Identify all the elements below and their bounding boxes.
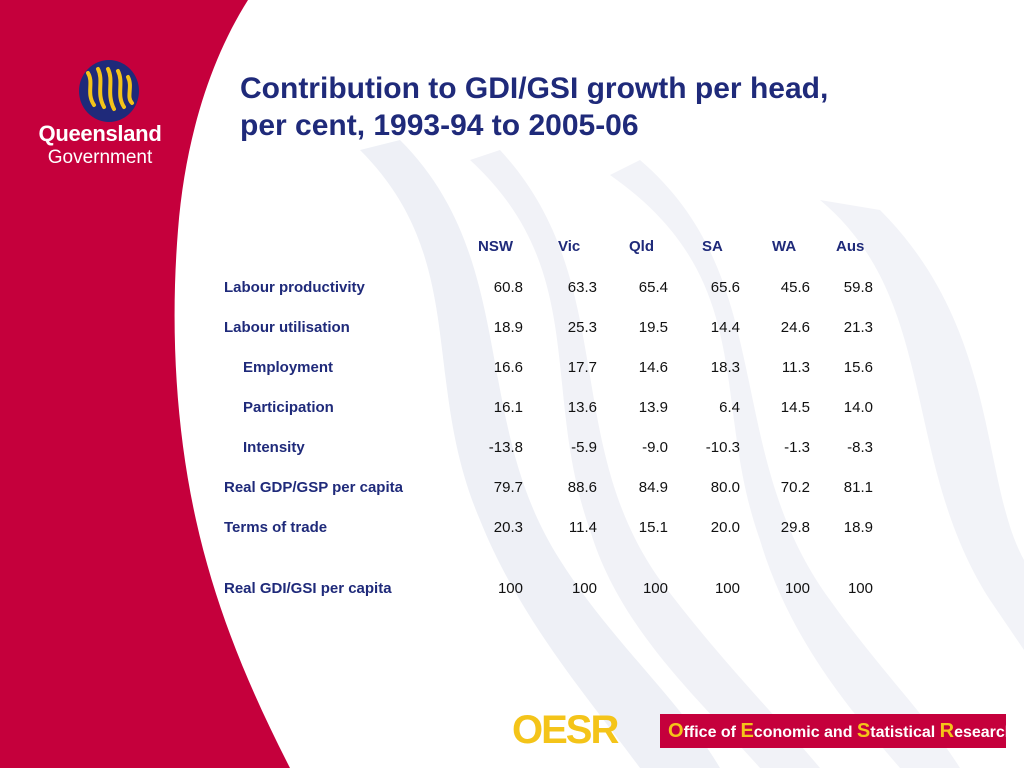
table-cell: 13.9 [638, 399, 668, 416]
table-cell: 18.3 [710, 359, 740, 376]
table-cell: 18.9 [843, 519, 873, 536]
table-cell: 15.6 [843, 359, 873, 376]
table-cell: 15.1 [638, 519, 668, 536]
oesr-full-name: Office of Economic and Statistical Resea… [668, 720, 1015, 743]
queensland-government-logo: Queensland Government [30, 55, 170, 175]
red-swoosh [0, 0, 290, 768]
table-cell: 11.4 [568, 519, 597, 536]
table-cell: 25.3 [567, 319, 597, 336]
table-cell: -1.3 [784, 439, 810, 456]
row-label: Intensity [243, 439, 305, 456]
queensland-emblem-icon [79, 60, 139, 122]
table-cell: -5.9 [571, 439, 597, 456]
table-cell: 100 [847, 580, 873, 597]
oesr-letter: O [668, 720, 684, 742]
oesr-footer-logo: OESR Office of Economic and Statistical … [508, 708, 1015, 752]
table-cell: 100 [642, 580, 668, 597]
table-cell: 14.4 [710, 319, 740, 336]
table-cell: 59.8 [843, 279, 873, 296]
column-header-qld: Qld [629, 238, 654, 255]
oesr-word: ffice of [683, 724, 741, 741]
table-cell: 20.0 [710, 519, 740, 536]
table-cell: 100 [571, 580, 597, 597]
table-cell: -13.8 [488, 439, 523, 456]
watermark-ribbon [820, 200, 1024, 650]
oesr-acronym: OESR [512, 708, 619, 752]
table-cell: 11.3 [781, 359, 810, 376]
table-cell: 24.6 [780, 319, 810, 336]
row-label: Real GDI/GSI per capita [224, 580, 392, 597]
table-cell: 70.2 [780, 479, 810, 496]
row-label: Employment [243, 359, 334, 376]
table-cell: 63.3 [567, 279, 597, 296]
slide-title-line-1: Contribution to GDI/GSI growth per head, [240, 72, 829, 105]
table-cell: -9.0 [642, 439, 668, 456]
table-cell: 80.0 [710, 479, 740, 496]
table-cell: 65.6 [710, 279, 740, 296]
oesr-letter: S [856, 720, 871, 742]
column-header-nsw: NSW [478, 238, 513, 255]
table-cell: 13.6 [567, 399, 597, 416]
table-cell: 79.7 [493, 479, 523, 496]
table-cell: 14.0 [843, 399, 873, 416]
watermark-ribbon [470, 150, 820, 768]
oesr-banner-bar [660, 714, 1006, 748]
watermark-ribbon [360, 140, 720, 768]
row-label: Terms of trade [224, 519, 328, 536]
table-cell: 20.3 [493, 519, 523, 536]
table-cell: -8.3 [847, 439, 873, 456]
table-cell: 100 [714, 580, 740, 597]
table-cell: 100 [784, 580, 810, 597]
oesr-letter: R [939, 720, 955, 742]
row-label: Labour utilisation [224, 319, 350, 336]
table-cell: 84.9 [638, 479, 668, 496]
oesr-word: tatistical [870, 724, 940, 741]
slide-title: Contribution to GDI/GSI growth per head,… [240, 70, 940, 144]
oesr-word: conomic and [753, 724, 857, 741]
table-cell: 6.4 [719, 399, 740, 416]
column-header-wa: WA [772, 238, 797, 255]
row-label: Participation [243, 399, 334, 416]
table-cell: 81.1 [843, 479, 873, 496]
oesr-word: esearch [954, 724, 1015, 741]
table-cell: 29.8 [780, 519, 810, 536]
table-cell: 21.3 [843, 319, 873, 336]
row-label: Labour productivity [224, 279, 365, 296]
table-cell: 60.8 [493, 279, 523, 296]
logo-subtitle: Government [47, 147, 153, 168]
table-cell: -10.3 [705, 439, 740, 456]
table-cell: 100 [497, 580, 523, 597]
column-header-sa: SA [702, 238, 723, 255]
table-cell: 16.6 [493, 359, 523, 376]
table-cell: 45.6 [780, 279, 810, 296]
table-cell: 18.9 [493, 319, 523, 336]
column-header-vic: Vic [558, 238, 581, 255]
logo-name: Queensland [38, 121, 162, 146]
table-cell: 16.1 [493, 399, 523, 416]
row-label: Real GDP/GSP per capita [224, 479, 403, 496]
oesr-letter: E [740, 720, 754, 742]
slide-title-line-2: per cent, 1993-94 to 2005-06 [240, 109, 639, 142]
table-cell: 88.6 [567, 479, 597, 496]
table-cell: 14.5 [780, 399, 810, 416]
table-cell: 19.5 [638, 319, 668, 336]
column-header-aus: Aus [836, 238, 865, 255]
table-cell: 65.4 [638, 279, 668, 296]
table-cell: 14.6 [638, 359, 668, 376]
table-cell: 17.7 [567, 359, 597, 376]
